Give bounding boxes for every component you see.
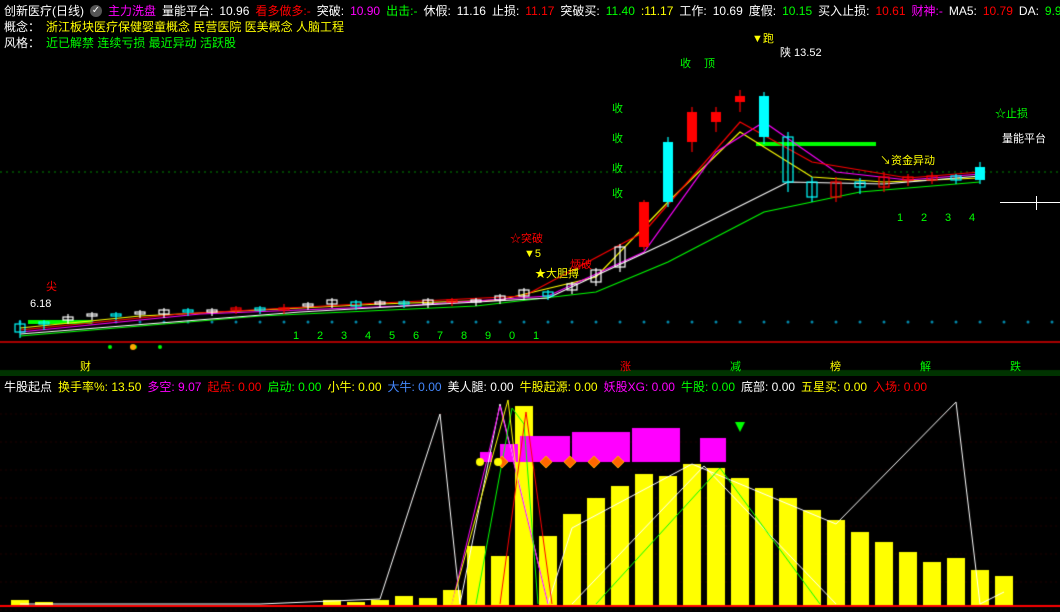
- ma5-v: 10.79: [983, 4, 1013, 18]
- work-v: 10.69: [713, 4, 743, 18]
- val2: :11.17: [641, 4, 673, 18]
- annotation: 顶: [704, 55, 715, 71]
- index-num: 4: [365, 330, 371, 342]
- breakbuy-v: 11.40: [606, 4, 635, 18]
- annotation: ▼跑: [752, 30, 774, 46]
- title: 创新医疗(日线): [4, 2, 84, 19]
- platform-l: 量能平台:: [162, 2, 213, 19]
- mid-label: 涨: [620, 358, 631, 374]
- stop-v: 11.17: [525, 4, 554, 18]
- crosshair-h: [1000, 202, 1060, 203]
- break-l: 突破:: [317, 2, 344, 19]
- buystop-v: 10.61: [875, 4, 905, 18]
- mid-label: 跌: [1010, 358, 1021, 374]
- da-l: DA:: [1019, 4, 1039, 18]
- mid-label: 解: [920, 358, 931, 374]
- ind-stat: 启动: 0.00: [267, 378, 321, 395]
- rest-l: 休假:: [423, 2, 450, 19]
- check-icon: ✓: [90, 5, 102, 17]
- holiday-v: 10.15: [782, 4, 812, 18]
- index-num: 1: [293, 330, 299, 342]
- concept-text: 浙江板块医疗保健婴童概念 民营医院 医美概念 人脑工程: [46, 18, 344, 35]
- annotation: 量能平台: [1002, 130, 1046, 146]
- annotation: ☆止损: [995, 105, 1028, 121]
- ind-stat: 底部: 0.00: [741, 378, 795, 395]
- stop-l: 止损:: [492, 2, 519, 19]
- index-num: 9: [485, 330, 491, 342]
- ind-stat: 大牛: 0.00: [388, 378, 442, 395]
- index-num: 5: [389, 330, 395, 342]
- concept-label: 概念：: [4, 18, 40, 35]
- kline-chart[interactable]: [0, 52, 1060, 356]
- annotation: 收: [680, 55, 691, 71]
- mid-label: 榜: [830, 358, 841, 374]
- ma5-l: MA5:: [949, 4, 977, 18]
- indicator-chart[interactable]: [0, 394, 1060, 612]
- buystop-l: 买入止损:: [818, 2, 869, 19]
- crosshair-v: [1036, 196, 1037, 210]
- index-num: 3: [945, 212, 951, 224]
- ind-stat: 小牛: 0.00: [327, 378, 381, 395]
- status-row-1: 创新医疗(日线) ✓ 主力洗盘 量能平台: 10.96 看多做多:- 突破: 1…: [4, 2, 1060, 19]
- index-num: 8: [461, 330, 467, 342]
- main-sig: 主力洗盘: [108, 2, 156, 19]
- annotation: ↘资金异动: [880, 152, 935, 168]
- index-num: 6: [413, 330, 419, 342]
- index-num: 3: [341, 330, 347, 342]
- ind-stat: 妖股XG: 0.00: [604, 378, 675, 395]
- annotation: ☆突破: [510, 230, 543, 246]
- ind-stat: 牛股起点: [4, 378, 52, 395]
- annotation: 收: [612, 160, 623, 176]
- annotation: 6.18: [30, 298, 51, 310]
- ind-stat: 牛股: 0.00: [681, 378, 735, 395]
- style-text: 近已解禁 连续亏损 最近异动 活跃股: [46, 34, 236, 51]
- ind-stat: 五星买: 0.00: [801, 378, 867, 395]
- annotation: ▼5: [524, 248, 541, 260]
- holiday-l: 度假:: [749, 2, 776, 19]
- concept-row: 概念： 浙江板块医疗保健婴童概念 民营医院 医美概念 人脑工程: [4, 18, 350, 35]
- work-l: 工作:: [679, 2, 706, 19]
- style-label: 风格：: [4, 34, 40, 51]
- style-row: 风格： 近已解禁 连续亏损 最近异动 活跃股: [4, 34, 242, 51]
- indicator-header: 牛股起点换手率%: 13.50 多空: 9.07 起点: 0.00 启动: 0.00 小…: [4, 378, 933, 395]
- index-num: 1: [533, 330, 539, 342]
- platform-v: 10.96: [219, 4, 249, 18]
- rest-v: 11.16: [457, 4, 486, 18]
- annotation: 陕 13.52: [780, 44, 822, 60]
- ind-stat: 美人腿: 0.00: [448, 378, 514, 395]
- annotation: 收: [612, 130, 623, 146]
- attack: 出击:-: [386, 2, 417, 19]
- index-num: 2: [921, 212, 927, 224]
- long: 看多做多:-: [255, 2, 310, 19]
- annotation: 尖: [46, 278, 57, 294]
- da-v: 9.90: [1045, 4, 1060, 18]
- index-num: 0: [509, 330, 515, 342]
- breakbuy-l: 突破买:: [560, 2, 599, 19]
- index-num: 7: [437, 330, 443, 342]
- annotation: 收: [612, 185, 623, 201]
- index-num: 4: [969, 212, 975, 224]
- ind-stat: 多空: 9.07: [147, 378, 201, 395]
- ind-stat: 起点: 0.00: [207, 378, 261, 395]
- ind-stat: 牛股起源: 0.00: [520, 378, 598, 395]
- index-num: 2: [317, 330, 323, 342]
- ind-stat: 入场: 0.00: [873, 378, 927, 395]
- ind-stat: 换手率%: 13.50: [58, 378, 141, 395]
- break-v: 10.90: [350, 4, 380, 18]
- god: 财神:-: [912, 2, 943, 19]
- annotation: 收: [612, 100, 623, 116]
- mid-label: 财: [80, 358, 91, 374]
- index-num: 1: [897, 212, 903, 224]
- mid-strip: [0, 356, 1060, 376]
- mid-label: 减: [730, 358, 741, 374]
- annotation: 炳破: [570, 256, 592, 272]
